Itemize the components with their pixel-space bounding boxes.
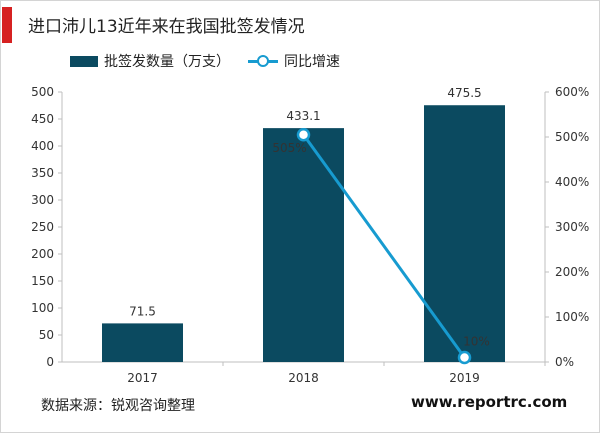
x-axis-tick-label: 2017	[127, 371, 158, 385]
right-axis-tick-label: 300%	[555, 220, 589, 234]
bar	[424, 105, 505, 362]
growth-point	[296, 128, 311, 142]
right-axis-tick-label: 600%	[555, 85, 589, 99]
left-axis-tick-label: 150	[31, 274, 54, 288]
growth-point	[457, 350, 472, 365]
left-axis-tick-label: 250	[31, 220, 54, 234]
chart-title: 进口沛儿13近年来在我国批签发情况	[28, 17, 305, 37]
source-note: 数据来源：锐观咨询整理	[41, 398, 195, 414]
growth-data-label: 10%	[463, 335, 490, 349]
left-axis-tick-label: 500	[31, 85, 54, 99]
site-url: www.reportrc.com	[411, 393, 568, 411]
legend-item-bar: 批签发数量（万支）	[70, 51, 230, 71]
left-axis-tick-label: 400	[31, 139, 54, 153]
legend-item-line: 同比增速	[248, 51, 340, 71]
growth-data-label: 505%	[272, 141, 306, 155]
bar-data-label: 475.5	[447, 86, 481, 100]
legend: 批签发数量（万支） 同比增速	[0, 51, 600, 73]
growth-line	[302, 133, 466, 359]
left-axis-tick-label: 350	[31, 166, 54, 180]
bar	[102, 323, 183, 362]
bar	[263, 128, 344, 362]
title-accent-bar	[2, 7, 12, 43]
legend-bar-swatch	[70, 55, 98, 67]
legend-line-swatch	[248, 55, 278, 67]
left-axis-tick-label: 100	[31, 301, 54, 315]
x-axis-tick-label: 2019	[449, 371, 480, 385]
left-axis-tick-label: 200	[31, 247, 54, 261]
bar-data-label: 71.5	[129, 304, 156, 318]
right-axis-tick-label: 200%	[555, 265, 589, 279]
right-axis-tick-label: 400%	[555, 175, 589, 189]
left-axis-tick-label: 300	[31, 193, 54, 207]
right-axis-tick-label: 100%	[555, 310, 589, 324]
legend-bar-label: 批签发数量（万支）	[104, 54, 230, 70]
bar-data-label: 433.1	[286, 109, 320, 123]
right-axis-tick-label: 0%	[555, 355, 574, 369]
left-axis-tick-label: 450	[31, 112, 54, 126]
legend-line-label: 同比增速	[284, 54, 340, 70]
right-axis-tick-label: 500%	[555, 130, 589, 144]
left-axis-tick-label: 0	[46, 355, 54, 369]
x-axis-tick-label: 2018	[288, 371, 319, 385]
left-axis-tick-label: 50	[39, 328, 54, 342]
